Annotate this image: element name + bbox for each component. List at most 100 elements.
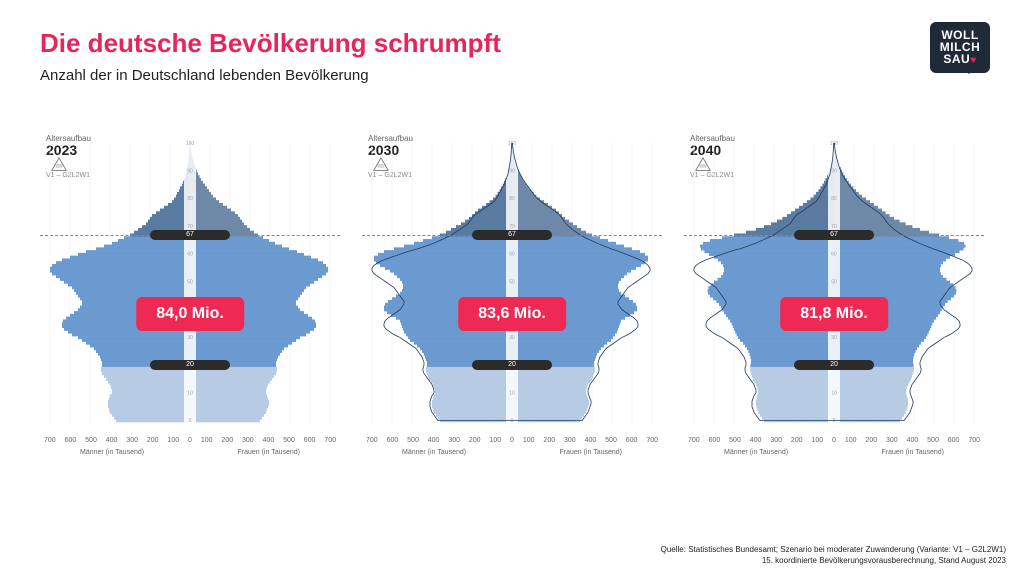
age-marker-67: 67 (794, 230, 874, 240)
age-marker-20: 20 (472, 360, 552, 370)
svg-text:50: 50 (187, 279, 193, 285)
svg-text:90: 90 (187, 168, 193, 174)
tick-label: 200 (791, 437, 803, 444)
tick-label: 0 (510, 437, 514, 444)
population-total-badge: 84,0 Mio. (136, 297, 244, 331)
tick-label: 600 (387, 437, 399, 444)
axis-label-right: Frauen (in Tausend) (559, 449, 622, 456)
tick-label: 700 (44, 437, 56, 444)
population-total-badge: 83,6 Mio. (458, 297, 566, 331)
tick-label: 300 (886, 437, 898, 444)
speech-bubble-icon: WOLL MILCH SAU♥ (930, 22, 990, 73)
age-marker-20: 20 (150, 360, 230, 370)
tick-label: 500 (605, 437, 617, 444)
tick-label: 200 (469, 437, 481, 444)
tick-label: 700 (688, 437, 700, 444)
tick-label: 700 (324, 437, 336, 444)
charts-row: Altersaufbau2023V1 – G2L2W10102030405060… (40, 132, 984, 462)
heart-icon: ♥ (970, 55, 976, 66)
tick-label: 400 (263, 437, 275, 444)
x-axis-labels: Männer (in Tausend) Frauen (in Tausend) (40, 449, 340, 456)
tick-label: 400 (585, 437, 597, 444)
tick-label: 300 (770, 437, 782, 444)
svg-text:80: 80 (831, 196, 837, 202)
tick-label: 300 (126, 437, 138, 444)
population-pyramid: Altersaufbau2023V1 – G2L2W10102030405060… (40, 132, 340, 462)
tick-label: 200 (865, 437, 877, 444)
x-axis-labels: Männer (in Tausend) Frauen (in Tausend) (684, 449, 984, 456)
tick-label: 600 (709, 437, 721, 444)
tick-label: 600 (626, 437, 638, 444)
tick-label: 400 (750, 437, 762, 444)
svg-text:90: 90 (831, 168, 837, 174)
svg-text:30: 30 (509, 335, 515, 341)
svg-text:10: 10 (187, 390, 193, 396)
page: Die deutsche Bevölkerung schrumpft Anzah… (0, 0, 1024, 576)
age-marker-67: 67 (150, 230, 230, 240)
tick-label: 100 (845, 437, 857, 444)
age-marker-67: 67 (472, 230, 552, 240)
tick-label: 500 (927, 437, 939, 444)
tick-label: 100 (489, 437, 501, 444)
tick-label: 500 (729, 437, 741, 444)
tick-label: 500 (407, 437, 419, 444)
svg-text:100: 100 (186, 141, 195, 147)
tick-label: 100 (201, 437, 213, 444)
tick-label: 300 (564, 437, 576, 444)
tick-label: 0 (188, 437, 192, 444)
tick-label: 600 (65, 437, 77, 444)
svg-text:50: 50 (509, 279, 515, 285)
tick-label: 700 (968, 437, 980, 444)
svg-text:0: 0 (189, 418, 192, 424)
tick-label: 500 (283, 437, 295, 444)
x-axis-labels: Männer (in Tausend) Frauen (in Tausend) (362, 449, 662, 456)
tick-label: 400 (428, 437, 440, 444)
svg-text:50: 50 (831, 279, 837, 285)
population-pyramid: Altersaufbau2030V1 – G2L2W10102030405060… (362, 132, 662, 462)
axis-label-left: Männer (in Tausend) (80, 449, 144, 456)
page-subtitle: Anzahl der in Deutschland lebenden Bevöl… (40, 67, 984, 84)
tick-label: 200 (147, 437, 159, 444)
axis-label-right: Frauen (in Tausend) (881, 449, 944, 456)
svg-text:10: 10 (509, 390, 515, 396)
tick-label: 700 (366, 437, 378, 444)
axis-label-right: Frauen (in Tausend) (237, 449, 300, 456)
population-total-badge: 81,8 Mio. (780, 297, 888, 331)
tick-label: 0 (832, 437, 836, 444)
svg-text:30: 30 (831, 335, 837, 341)
tick-label: 200 (543, 437, 555, 444)
pyramid-svg: 0102030405060708090100 (684, 132, 984, 432)
svg-text:80: 80 (187, 196, 193, 202)
tick-label: 400 (106, 437, 118, 444)
tick-label: 100 (167, 437, 179, 444)
pyramid-svg: 0102030405060708090100 (362, 132, 662, 432)
tick-label: 300 (448, 437, 460, 444)
tick-label: 100 (523, 437, 535, 444)
svg-text:80: 80 (509, 196, 515, 202)
tick-label: 500 (85, 437, 97, 444)
logo-line: SAU♥ (934, 53, 986, 67)
svg-text:60: 60 (831, 252, 837, 258)
pyramid-svg: 0102030405060708090100 (40, 132, 340, 432)
tick-label: 600 (304, 437, 316, 444)
svg-text:90: 90 (509, 168, 515, 174)
tick-label: 600 (948, 437, 960, 444)
tick-label: 100 (811, 437, 823, 444)
svg-text:30: 30 (187, 335, 193, 341)
source-footnote: Quelle: Statistisches Bundesamt; Szenari… (661, 544, 1006, 566)
x-axis-ticks: 700 600 500 400 300 200 100 0 100 200 300 400 500 600… (684, 437, 984, 444)
brand-logo: WOLL MILCH SAU♥ (930, 22, 990, 82)
svg-text:10: 10 (831, 390, 837, 396)
footnote-line: Quelle: Statistisches Bundesamt; Szenari… (661, 544, 1006, 555)
svg-text:60: 60 (187, 252, 193, 258)
x-axis-ticks: 700 600 500 400 300 200 100 0 100 200 300 400 500 600… (362, 437, 662, 444)
tick-label: 700 (646, 437, 658, 444)
tick-label: 300 (242, 437, 254, 444)
page-title: Die deutsche Bevölkerung schrumpft (40, 28, 984, 59)
axis-label-left: Männer (in Tausend) (402, 449, 466, 456)
footnote-line: 15. koordinierte Bevölkerungsvorausberec… (661, 555, 1006, 566)
axis-label-left: Männer (in Tausend) (724, 449, 788, 456)
svg-text:60: 60 (509, 252, 515, 258)
tick-label: 400 (907, 437, 919, 444)
age-marker-20: 20 (794, 360, 874, 370)
